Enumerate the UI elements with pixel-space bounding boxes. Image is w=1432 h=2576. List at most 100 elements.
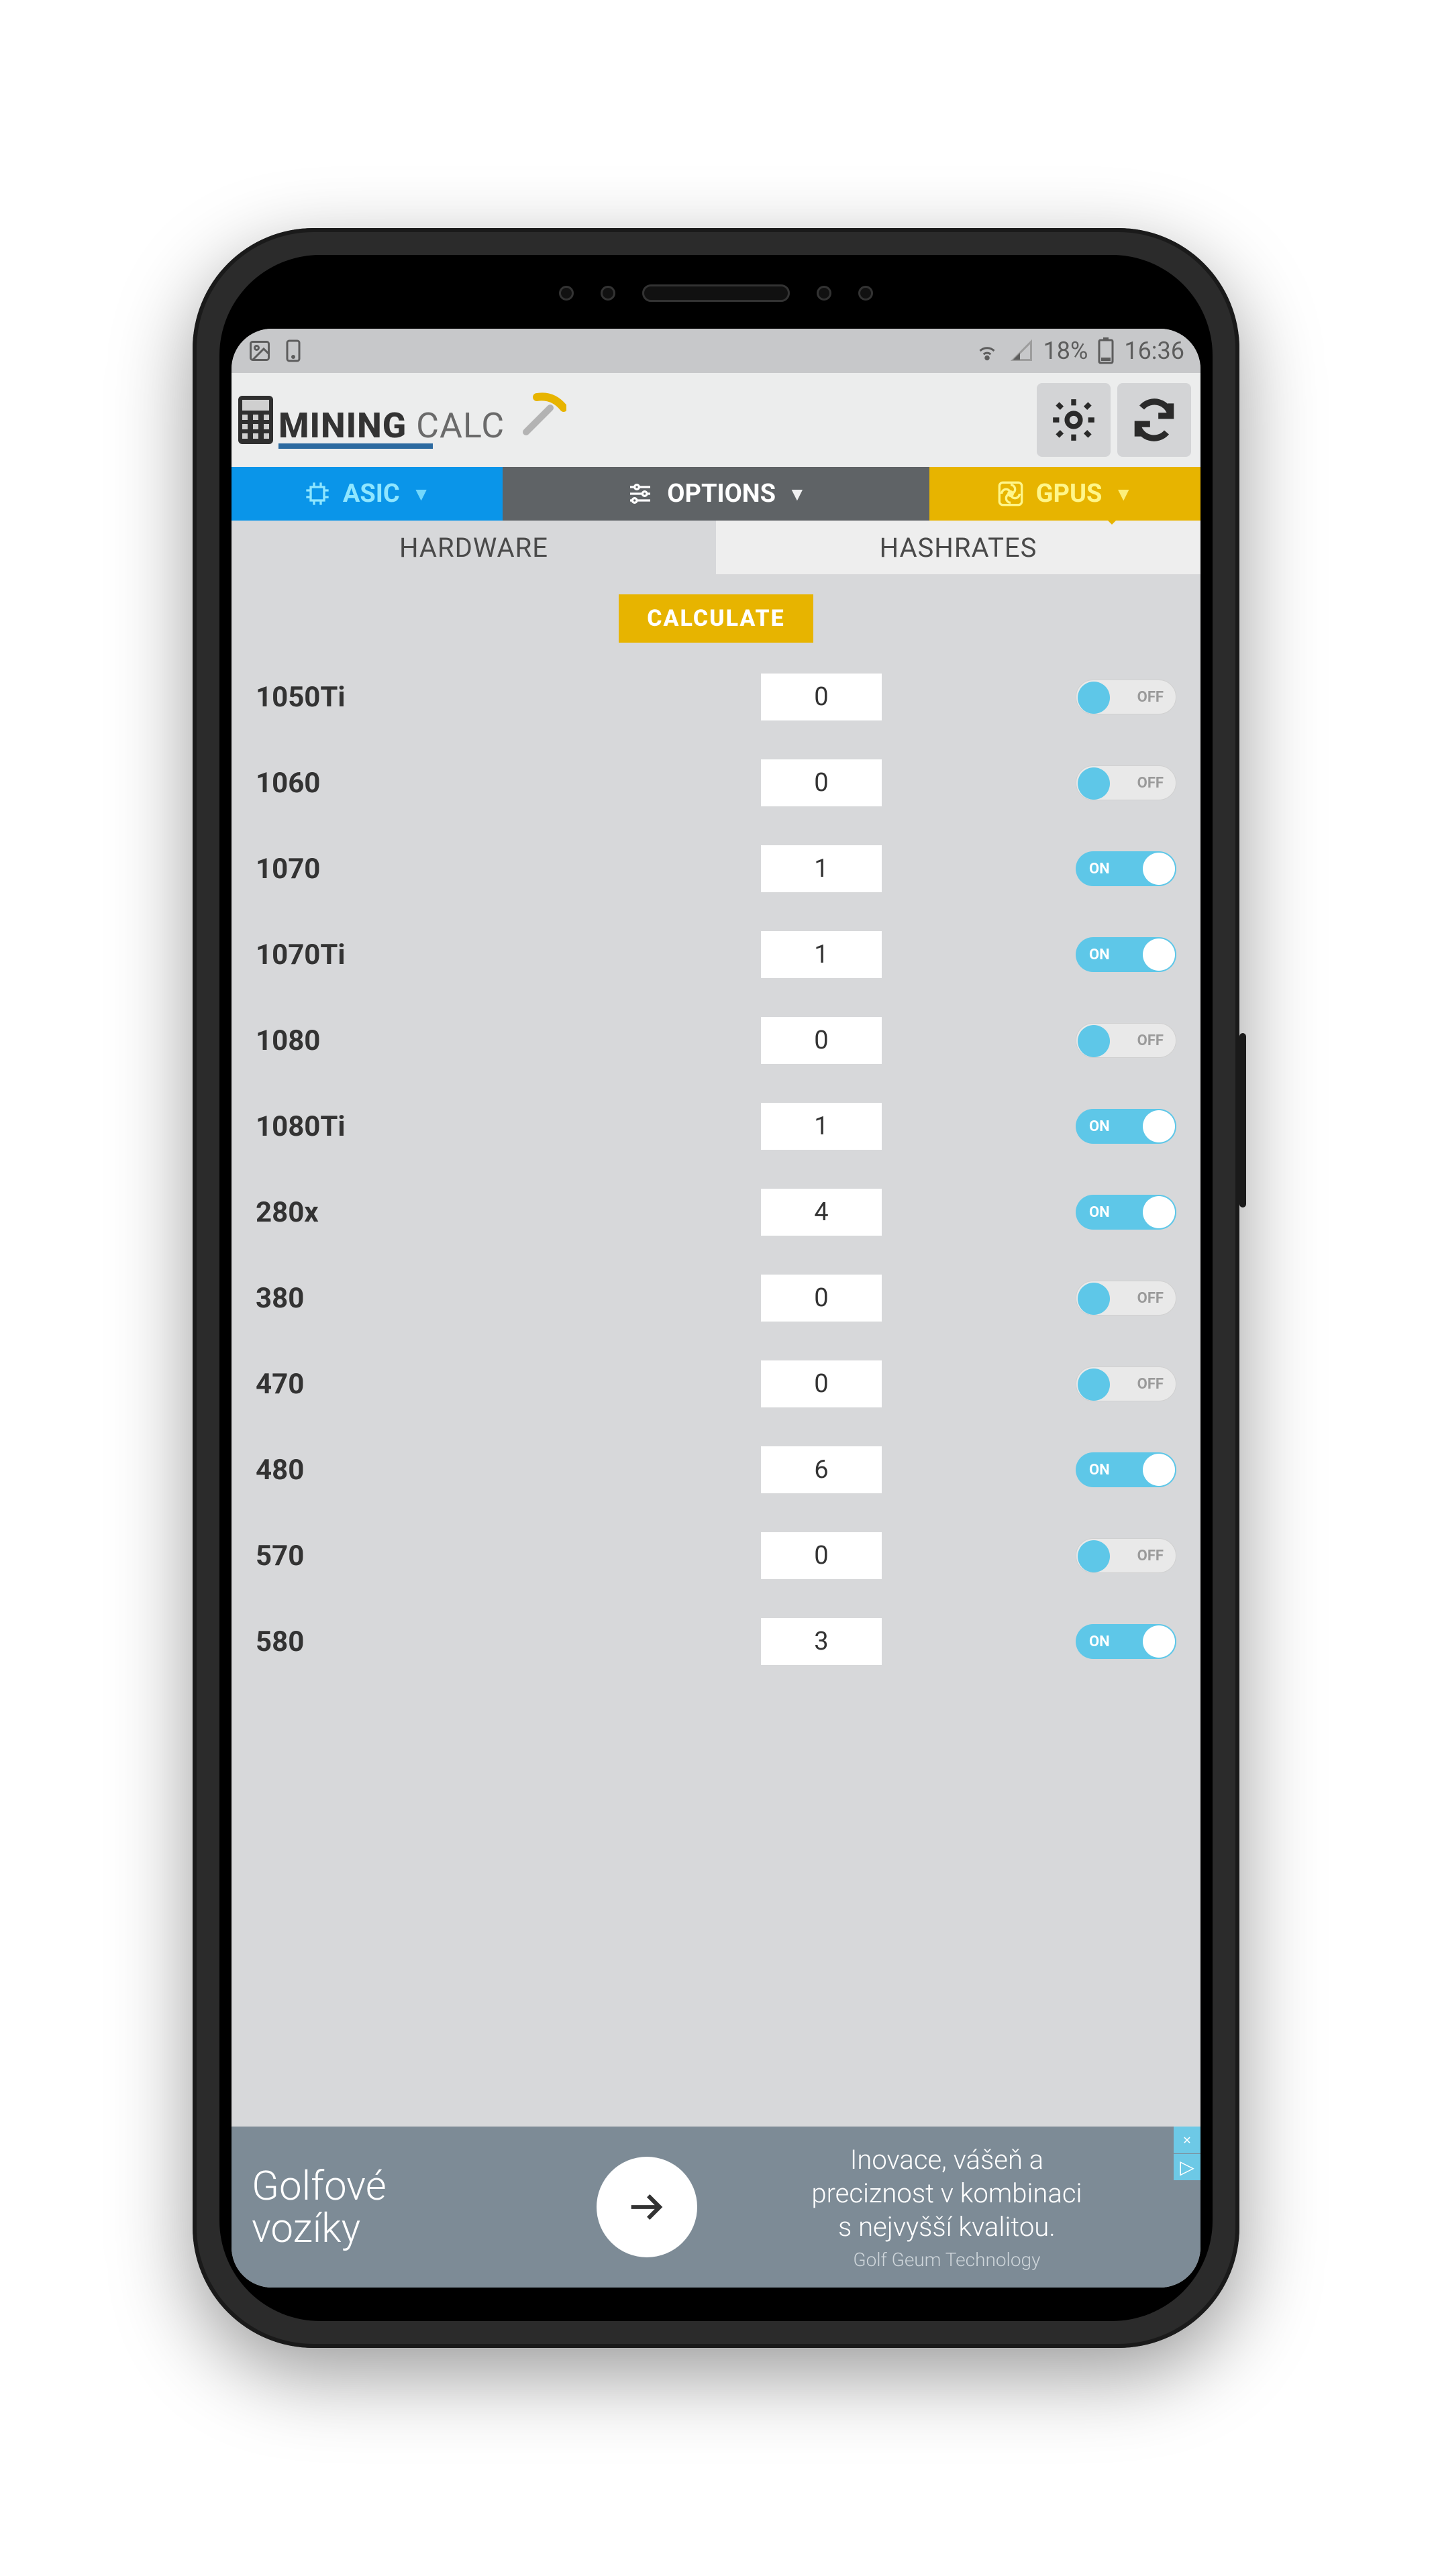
gpu-row: 570 0 OFF <box>256 1532 1176 1579</box>
gpu-count-input[interactable]: 0 <box>761 1275 882 1322</box>
subtab-hashrates[interactable]: HASHRATES <box>716 521 1200 574</box>
gear-icon <box>1049 395 1098 445</box>
gpu-toggle[interactable]: OFF <box>1076 1538 1176 1573</box>
gpu-count-input[interactable]: 4 <box>761 1189 882 1236</box>
nav-tabs: ASIC ▼ OPTIONS ▼ GPUS ▼ <box>232 467 1200 521</box>
gpu-toggle[interactable]: OFF <box>1076 1281 1176 1316</box>
chip-icon <box>304 480 331 507</box>
toggle-knob <box>1078 682 1110 714</box>
gpu-count-input[interactable]: 6 <box>761 1446 882 1493</box>
gpu-count-input[interactable]: 0 <box>761 759 882 806</box>
gpu-row: 1050Ti 0 OFF <box>256 674 1176 720</box>
refresh-button[interactable] <box>1117 383 1191 457</box>
toggle-knob <box>1143 853 1175 885</box>
ad-go-button[interactable] <box>597 2157 697 2257</box>
gpu-toggle[interactable]: ON <box>1076 1195 1176 1230</box>
pickaxe-icon <box>518 405 566 446</box>
toggle-knob <box>1078 1540 1110 1572</box>
gpu-name: 480 <box>256 1454 679 1487</box>
gpu-count-input[interactable]: 1 <box>761 1103 882 1150</box>
gpu-row: 480 6 ON <box>256 1446 1176 1493</box>
toggle-knob <box>1143 1196 1175 1228</box>
app-logo: MINING CALC <box>238 392 566 449</box>
toggle-knob <box>1078 1368 1110 1401</box>
gpu-count-input[interactable]: 1 <box>761 845 882 892</box>
phone-bezel: 18% 16:36 MINING CALC <box>219 255 1213 2321</box>
gpu-count-input[interactable]: 3 <box>761 1618 882 1665</box>
toggle-label: OFF <box>1137 689 1164 706</box>
gpu-row: 380 0 OFF <box>256 1275 1176 1322</box>
sub-tabs: HARDWARE HASHRATES <box>232 521 1200 574</box>
gpu-row: 4700OFF <box>256 1360 1176 1407</box>
app-header: MINING CALC <box>232 373 1200 467</box>
gpu-toggle[interactable]: OFF <box>1076 1023 1176 1058</box>
gpu-row: 280x 4 ON <box>256 1189 1176 1236</box>
toggle-label: ON <box>1089 861 1110 877</box>
gpu-row: 10800OFF <box>256 1017 1176 1064</box>
gpu-list: 1050Ti0OFF10600OFF10701ON1070Ti1ON10800O… <box>232 656 1200 2127</box>
gpu-name: 570 <box>256 1540 679 1572</box>
ad-title: Golfové vozíky <box>232 2165 580 2249</box>
refresh-icon <box>1129 395 1179 445</box>
ad-banner[interactable]: Golfové vozíky Inovace, vášeň a precizno… <box>232 2127 1200 2288</box>
tab-gpus-label: GPUS <box>1036 479 1103 508</box>
ad-close-button[interactable]: ✕ <box>1174 2127 1200 2153</box>
gpu-count-input[interactable]: 0 <box>761 1360 882 1407</box>
battery-pct: 18% <box>1043 337 1088 365</box>
gpu-name: 280x <box>256 1196 679 1229</box>
toggle-label: OFF <box>1137 1548 1164 1564</box>
battery-icon <box>1097 337 1115 364</box>
arrow-right-icon <box>623 2184 670 2231</box>
gpu-name: 580 <box>256 1625 679 1658</box>
gpu-toggle[interactable]: ON <box>1076 1109 1176 1144</box>
settings-button[interactable] <box>1037 383 1111 457</box>
picture-icon <box>248 339 272 363</box>
gpu-name: 1060 <box>256 767 679 800</box>
tab-options[interactable]: OPTIONS ▼ <box>503 467 929 521</box>
tab-asic-label: ASIC <box>343 479 400 508</box>
gpu-count-input[interactable]: 0 <box>761 1532 882 1579</box>
chevron-down-icon: ▼ <box>1114 483 1133 505</box>
gpu-count-input[interactable]: 1 <box>761 931 882 978</box>
gpu-row: 1060 0 OFF <box>256 759 1176 806</box>
gpu-name: 1050Ti <box>256 681 679 714</box>
gpu-toggle[interactable]: OFF <box>1076 1366 1176 1401</box>
gpu-count-input[interactable]: 0 <box>761 1017 882 1064</box>
gpu-name: 1070Ti <box>256 938 679 971</box>
calculate-wrap: CALCULATE <box>232 574 1200 656</box>
toggle-knob <box>1143 1110 1175 1142</box>
gpu-name: 380 <box>256 1282 679 1315</box>
toggle-label: ON <box>1089 947 1110 963</box>
tab-asic[interactable]: ASIC ▼ <box>232 467 503 521</box>
calculator-icon <box>238 396 273 444</box>
app-title-light: CALC <box>416 405 505 446</box>
calculate-button[interactable]: CALCULATE <box>619 594 813 643</box>
gpu-toggle[interactable]: ON <box>1076 1452 1176 1487</box>
gpu-row: 580 3 ON <box>256 1618 1176 1665</box>
signal-icon <box>1010 339 1034 363</box>
gpu-toggle[interactable]: ON <box>1076 1624 1176 1659</box>
toggle-label: ON <box>1089 1118 1110 1135</box>
gpu-count-input[interactable]: 0 <box>761 674 882 720</box>
toggle-label: ON <box>1089 1462 1110 1479</box>
tab-gpus[interactable]: GPUS ▼ <box>929 467 1200 521</box>
gpu-row: 1080Ti 1 ON <box>256 1103 1176 1150</box>
gpu-toggle[interactable]: ON <box>1076 851 1176 886</box>
gpu-toggle[interactable]: OFF <box>1076 680 1176 714</box>
toggle-label: OFF <box>1137 1290 1164 1307</box>
subtab-hardware[interactable]: HARDWARE <box>232 521 716 574</box>
gpu-toggle[interactable]: ON <box>1076 937 1176 972</box>
toggle-knob <box>1143 1625 1175 1658</box>
ad-copy: Inovace, vášeň a preciznost v kombinaci … <box>713 2143 1200 2271</box>
sync-icon <box>281 339 305 363</box>
gpu-toggle[interactable]: OFF <box>1076 765 1176 800</box>
ad-info-button[interactable]: ▷ <box>1174 2153 1200 2180</box>
toggle-knob <box>1143 1454 1175 1486</box>
phone-frame: 18% 16:36 MINING CALC <box>193 228 1239 2348</box>
gpu-name: 1080Ti <box>256 1110 679 1143</box>
phone-sensors <box>219 284 1213 302</box>
fan-icon <box>997 480 1024 507</box>
tab-options-label: OPTIONS <box>667 479 776 508</box>
toggle-label: OFF <box>1137 1032 1164 1049</box>
gpu-row: 10701ON <box>256 845 1176 892</box>
